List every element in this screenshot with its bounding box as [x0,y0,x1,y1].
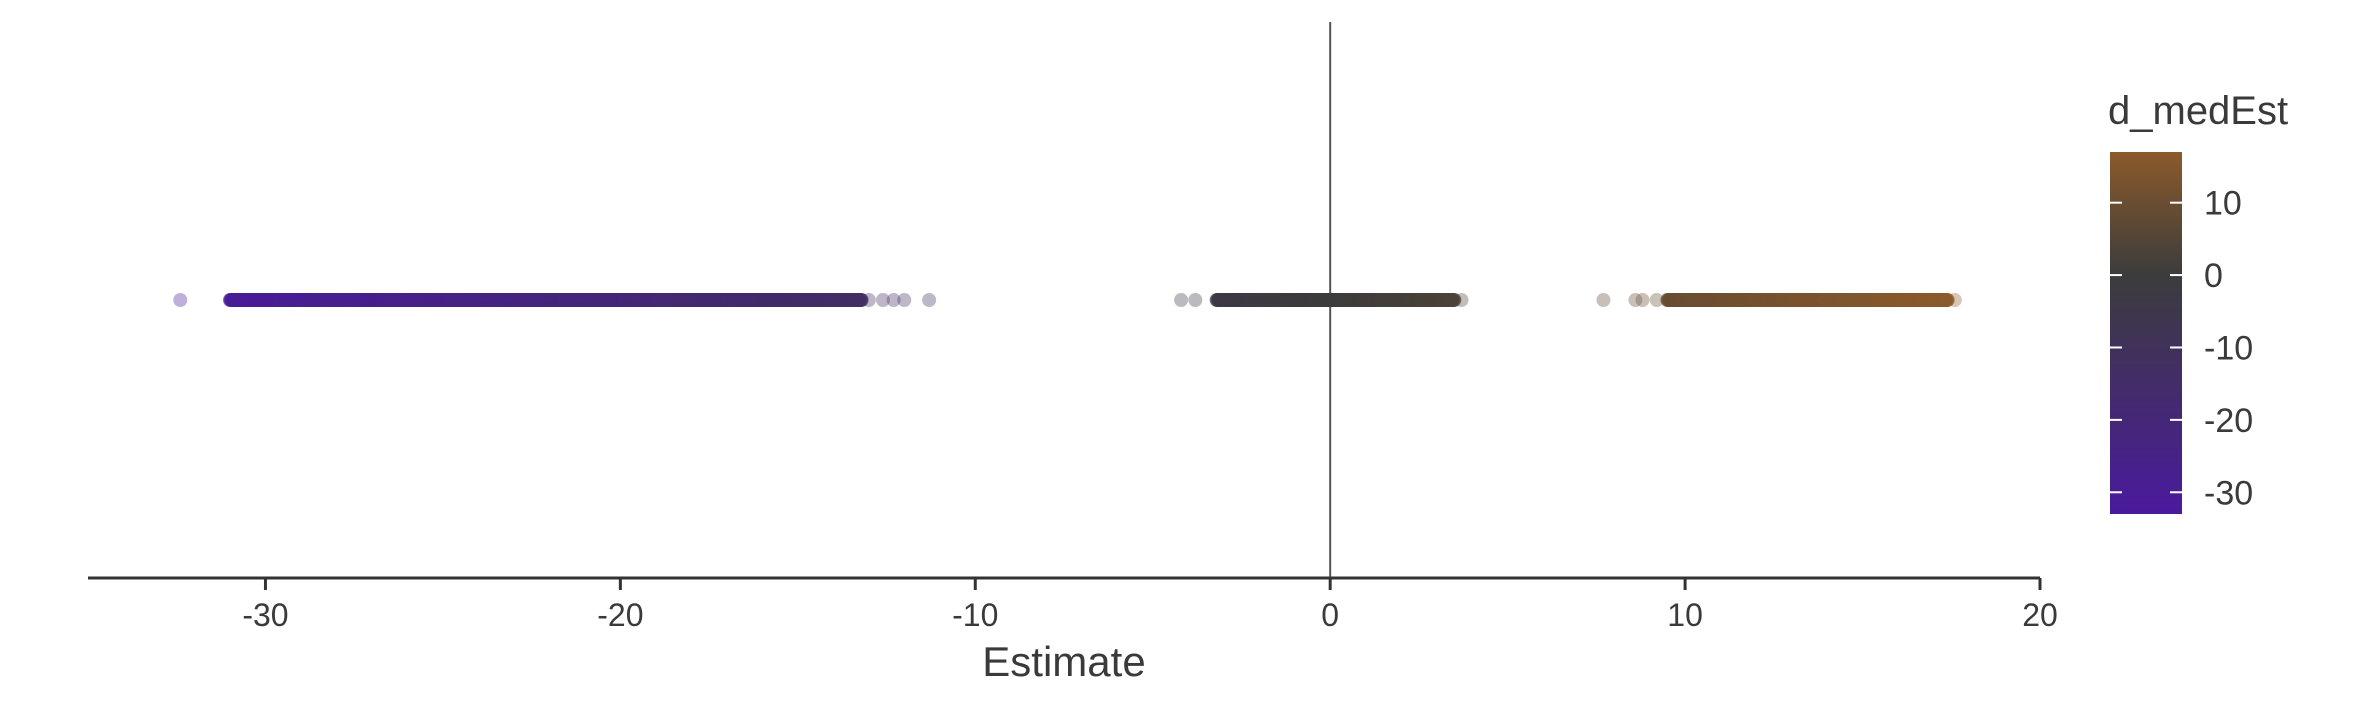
colorbar-legend: d_medEst 10 0 -10 -20 -30 [2108,89,2288,514]
scatter-point [861,293,876,307]
colorbar-tick-label: -20 [2204,402,2253,440]
x-axis-title: Estimate [982,638,1145,685]
scatter-point [1628,293,1643,307]
data-points [173,293,1962,307]
scatter-point [1447,293,1462,307]
x-axis-ticks: -30 -20 -10 0 10 20 [242,578,2058,633]
scatter-point [173,293,188,307]
scatter-point [1188,293,1203,307]
scatter-point [897,293,912,307]
x-tick-label: 10 [1667,597,1703,633]
colorbar-gradient [2110,152,2182,514]
scatter-point [854,293,869,307]
colorbar-tick-label: -10 [2204,329,2253,367]
scatter-point [1174,293,1189,307]
colorbar-ticks: 10 0 -10 -20 -30 [2110,185,2253,512]
scatter-point [1940,293,1955,307]
x-tick-label: 0 [1321,597,1339,633]
colorbar-title: d_medEst [2108,89,2288,133]
x-tick-label: -10 [952,597,998,633]
x-tick-label: 20 [2022,597,2058,633]
colorbar-tick-label: 0 [2204,257,2223,295]
x-tick-label: -20 [597,597,643,633]
colorbar-tick-label: 10 [2204,185,2242,223]
scatter-point [1635,293,1650,307]
colorbar-tick-label: -30 [2204,474,2253,512]
scatter-point [1596,293,1611,307]
scatter-point [1454,293,1469,307]
scatter-point [1649,293,1664,307]
scatter-point [922,293,937,307]
scatter-point [1947,293,1962,307]
x-tick-label: -30 [242,597,288,633]
scatter-point [886,293,901,307]
scatter-point [876,293,890,307]
